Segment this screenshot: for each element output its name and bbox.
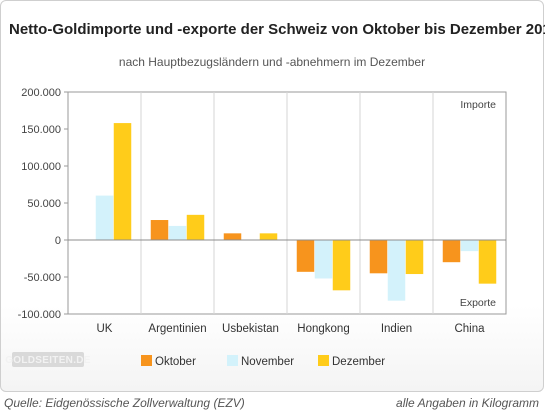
legend-swatch-oktober (141, 355, 152, 366)
bar-dezember-argentinien (186, 214, 205, 240)
x-tick-label: Indien (381, 323, 412, 335)
legend-label-dezember: Dezember (332, 356, 385, 368)
legend-label-oktober: Oktober (155, 356, 196, 368)
y-tick-label: 100.000 (21, 161, 61, 173)
logo: GOLDSEITEN.DE (5, 352, 91, 367)
x-tick-label: Hongkong (297, 323, 349, 335)
chart-subtitle: nach Hauptbezugsländern und -abnehmern i… (119, 55, 425, 69)
bar-dezember-china (478, 240, 497, 284)
bar-dezember-usbekistan (259, 233, 278, 240)
annotation-importe: Importe (460, 99, 496, 111)
chart-title: Netto-Goldimporte und -exporte der Schwe… (9, 21, 545, 38)
x-tick-label: Usbekistan (222, 323, 279, 335)
y-tick-label: 150.000 (21, 124, 61, 136)
y-tick-label: 0 (55, 235, 61, 247)
x-tick-label: Argentinien (148, 323, 206, 335)
bar-november-indien (387, 240, 406, 301)
logo-text: GOLDSEITEN.DE (5, 355, 91, 366)
x-tick-label: China (454, 323, 485, 335)
x-tick-label: UK (97, 323, 113, 335)
bar-dezember-indien (405, 240, 424, 275)
y-tick-label: -100.000 (18, 309, 61, 321)
y-tick-label: -50.000 (24, 272, 61, 284)
legend-label-november: November (241, 356, 294, 368)
bar-oktober-argentinien (150, 220, 169, 240)
category-separators (140, 92, 434, 314)
y-tick-label: 200.000 (21, 87, 61, 99)
bar-dezember-uk (113, 123, 132, 240)
y-axis: 200.000 150.000 100.000 50.000 0 -50.000 -100.… (18, 87, 68, 321)
bar-november-china (460, 240, 479, 252)
legend-swatch-november (227, 355, 238, 366)
x-axis: UK Argentinien Usbekistan Hongkong Indien Chi… (97, 323, 486, 335)
bar-oktober-indien (369, 240, 388, 274)
annotation-exporte: Exporte (460, 297, 496, 309)
bar-dezember-hongkong (332, 240, 351, 291)
bar-oktober-hongkong (296, 240, 315, 272)
legend: Oktober November Dezember (141, 355, 385, 368)
units-note: alle Angaben in Kilogramm (396, 396, 539, 410)
chart: Netto-Goldimporte und -exporte der Schwe… (5, 21, 545, 368)
legend-swatch-dezember (318, 355, 329, 366)
bar-november-uk (95, 195, 114, 240)
bar-november-hongkong (314, 240, 333, 279)
bars (95, 123, 497, 301)
bar-oktober-usbekistan (223, 233, 242, 240)
bar-november-argentinien (168, 225, 187, 240)
bar-oktober-china (442, 240, 461, 263)
y-tick-label: 50.000 (27, 198, 61, 210)
source-note: Quelle: Eidgenössische Zollverwaltung (E… (4, 396, 245, 410)
